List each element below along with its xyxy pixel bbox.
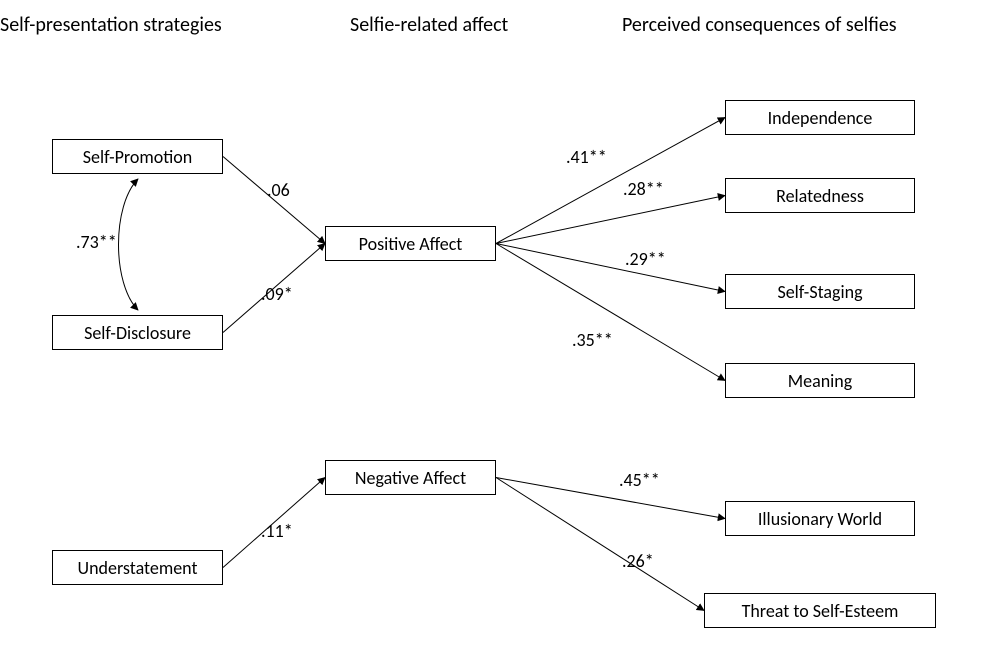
edge-line [496, 244, 725, 381]
header-consequences: Perceived consequences of selfies [622, 13, 897, 37]
header-strategies: Self-presentation strategies [0, 13, 222, 37]
node-illusionary: Illusionary World [725, 501, 915, 536]
node-self-staging: Self-Staging [725, 274, 915, 309]
node-meaning: Meaning [725, 363, 915, 398]
node-understatement: Understatement [52, 550, 223, 585]
edge-line [496, 244, 725, 292]
edge-line [496, 196, 725, 244]
coef-sd-pa: .09* [261, 283, 293, 305]
node-self-promotion: Self-Promotion [52, 139, 223, 174]
coef-pa-mean: .35** [572, 329, 613, 351]
edge-line [496, 118, 725, 244]
node-negative-affect: Negative Affect [325, 460, 496, 495]
coef-pa-ind: .41** [566, 146, 607, 168]
edge-line [496, 478, 725, 519]
coef-correlation: .73** [76, 231, 117, 253]
coef-sp-pa: .06 [267, 179, 290, 201]
coef-na-ill: .45** [619, 469, 660, 491]
coef-us-na: .11* [261, 520, 293, 542]
correlation-arc [119, 179, 139, 310]
coef-na-thr: .26* [622, 550, 654, 572]
header-affect: Selfie-related affect [350, 13, 508, 37]
coef-pa-ss: .29** [625, 248, 666, 270]
node-threat: Threat to Self-Esteem [704, 593, 936, 628]
node-independence: Independence [725, 100, 915, 135]
diagram-canvas: Self-presentation strategies Selfie-rela… [0, 0, 1000, 666]
node-self-disclosure: Self-Disclosure [52, 315, 223, 350]
node-positive-affect: Positive Affect [325, 226, 496, 261]
edge-line [496, 478, 704, 611]
coef-pa-rel: .28** [623, 178, 664, 200]
node-relatedness: Relatedness [725, 178, 915, 213]
